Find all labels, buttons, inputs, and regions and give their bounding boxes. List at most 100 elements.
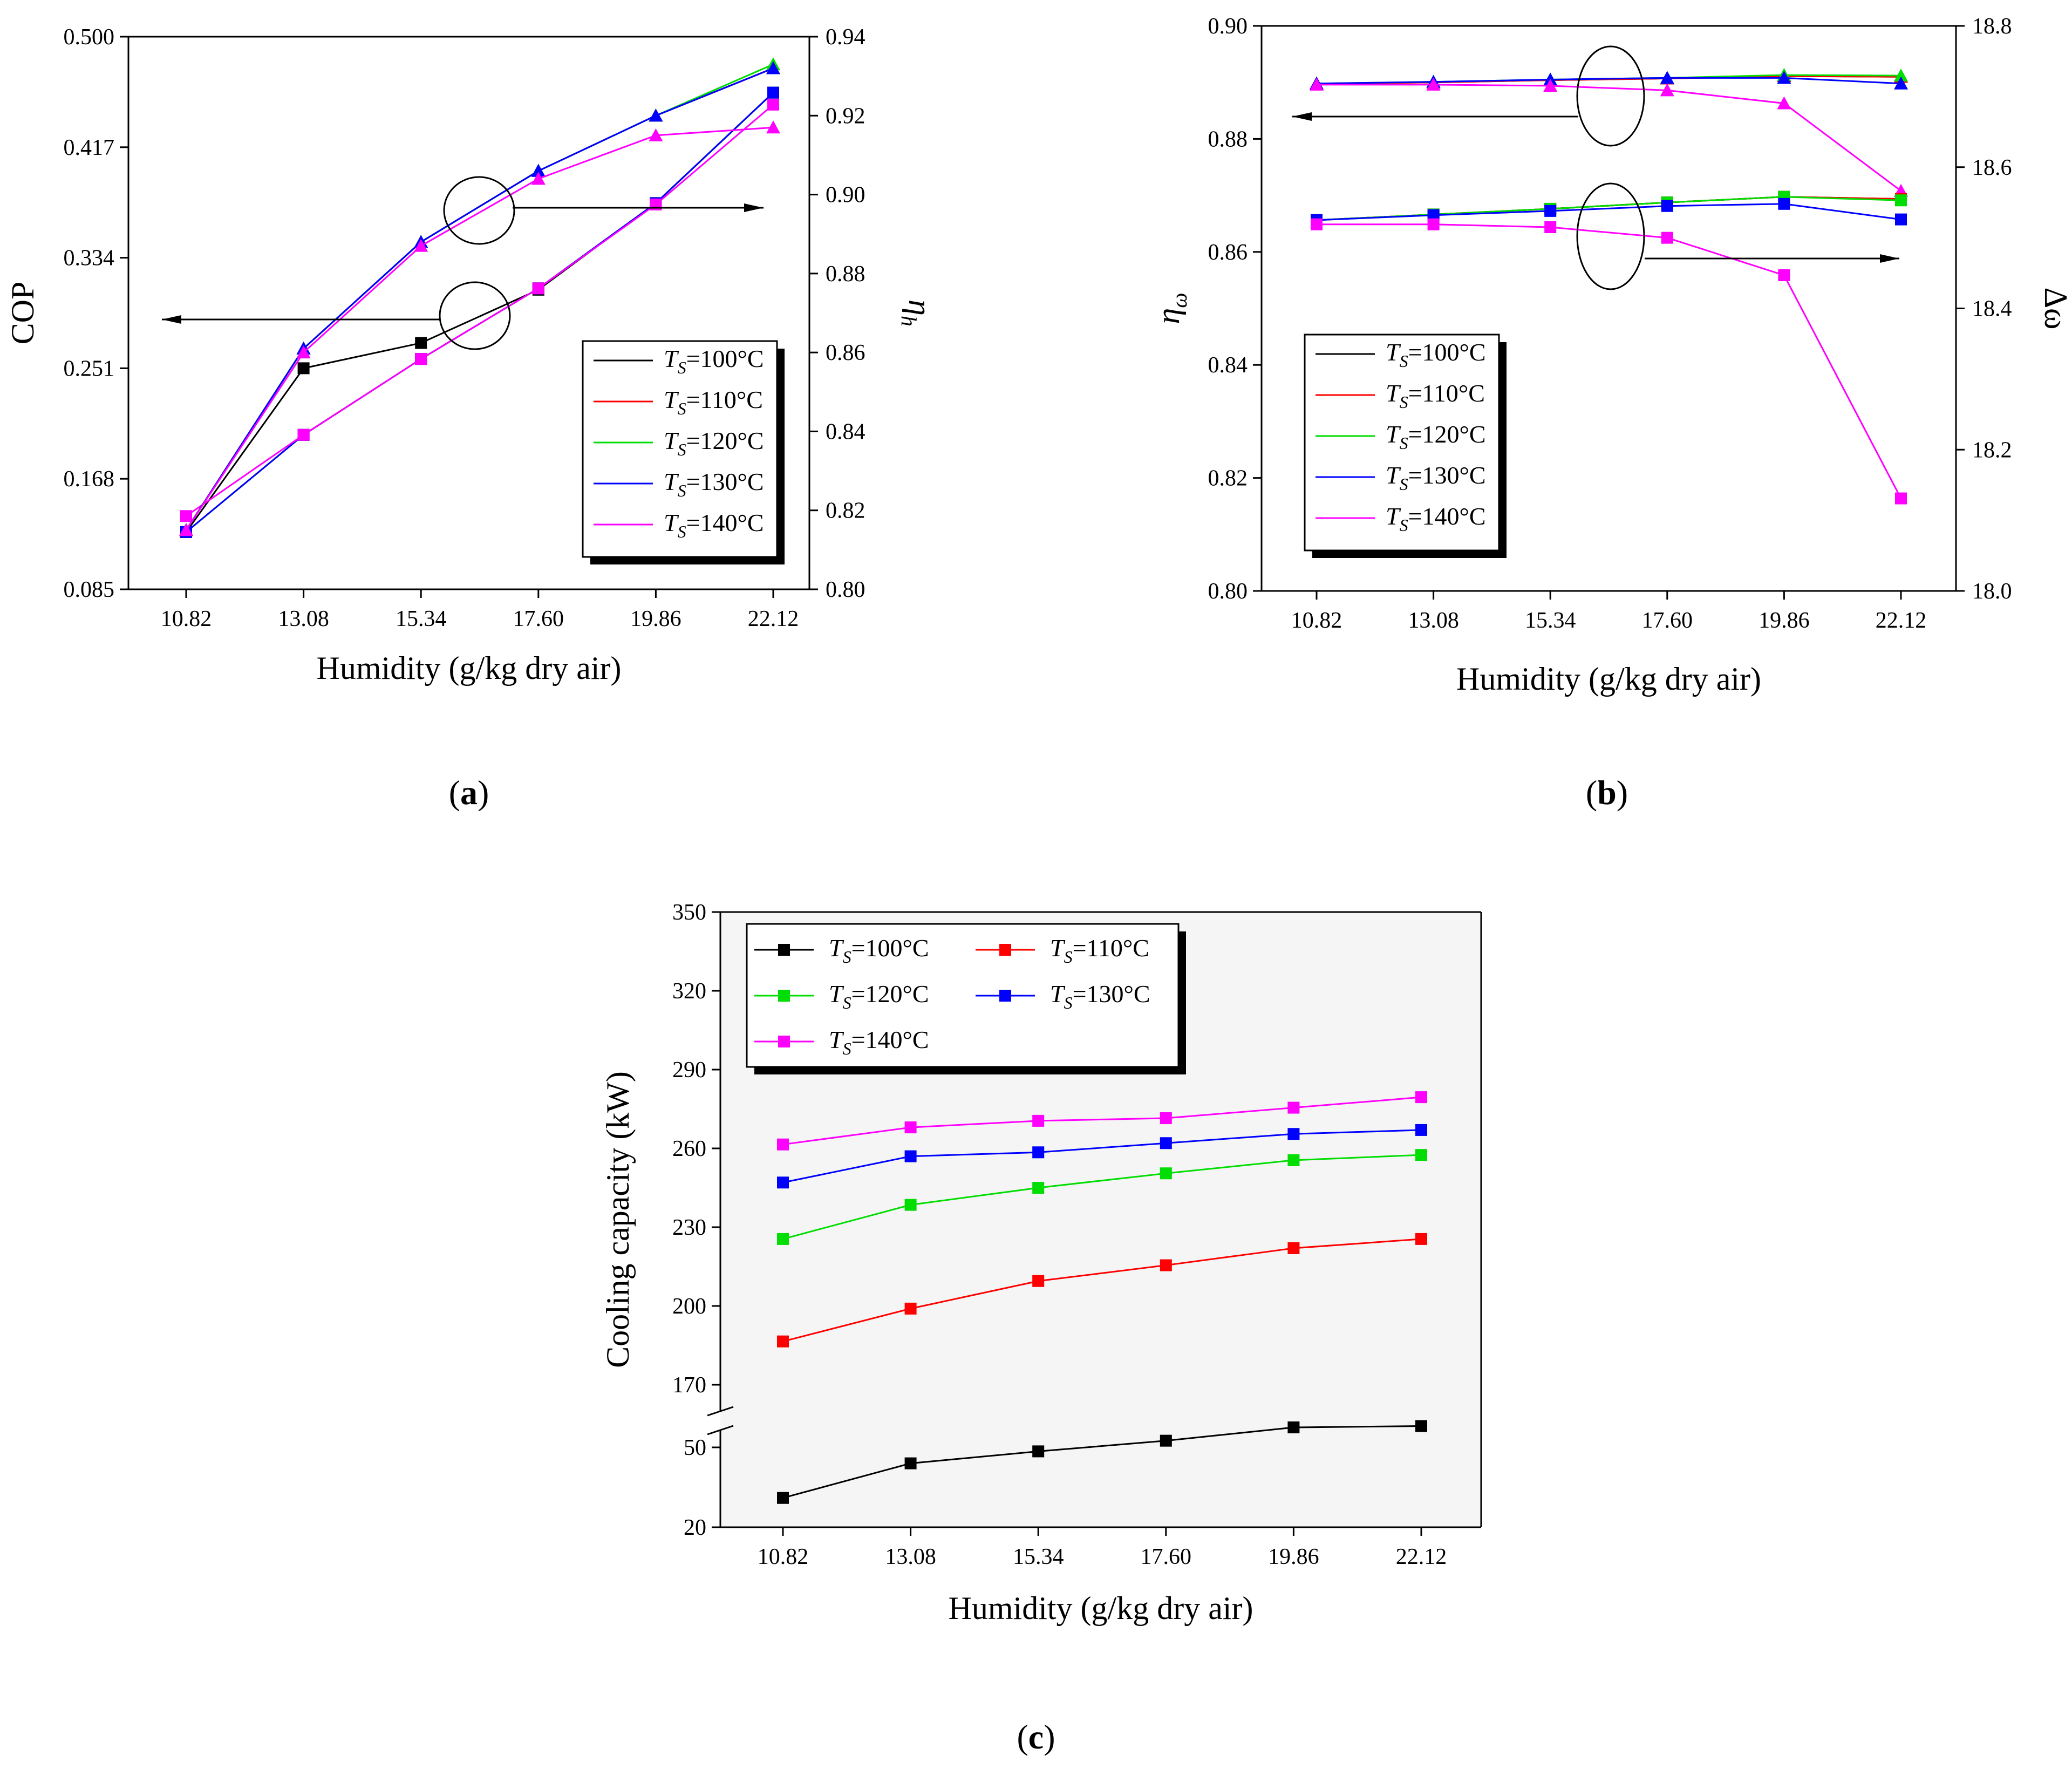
y2-axis-title: Δω [2038,287,2072,329]
legend-sub: S [843,993,851,1012]
data-point-square [1661,200,1673,212]
data-point-square [1287,1128,1300,1140]
legend-label: TS=100°C [829,934,929,967]
x-tick-label: 13.08 [1408,608,1459,633]
x-axis-title: Humidity (g/kg dry air) [949,1590,1253,1626]
data-point-square [904,1121,917,1134]
paren: ) [478,773,489,812]
data-point-square [1415,1091,1427,1104]
panel-c: 10.82 13.08 15.34 17.60 19.86 22.12 170 200 230 2… [600,900,1482,1756]
legend-t: T [1386,420,1401,448]
x-tick-label: 10.82 [758,1545,809,1569]
y-tick-label: 350 [672,900,706,925]
data-point-square [1427,218,1440,230]
legend-sub: S [678,481,686,500]
data-point-square [415,353,427,365]
y2-tick-label: 0.92 [826,104,865,128]
legend-label: TS=130°C [1386,461,1486,494]
data-point-triangle [766,61,780,74]
legend-t: T [829,1026,844,1053]
legend-sub: S [678,358,686,377]
panel-a: 10.82 13.08 15.34 17.60 19.86 22.12 0.085 0.168… [5,25,938,812]
series-path [1317,84,1901,192]
legend-rest: =100°C [686,345,764,372]
x-tick-label: 10.82 [1291,608,1342,633]
legend-item: TS=100°C [1316,338,1486,371]
symbol: η [902,300,938,316]
y-tick-label: 0.84 [1208,353,1248,378]
y-axis-title: ηω [1150,292,1191,324]
data-point-square [1415,1233,1427,1245]
legend-item: TS=100°C [594,345,764,377]
series-path [1316,203,1901,221]
series-line [777,1233,1427,1348]
legend-rest: =130°C [686,468,764,495]
x-tick-label: 22.12 [1396,1545,1447,1569]
y-tick-label: 0.085 [64,577,115,602]
paren: ( [1586,773,1597,812]
y-tick-label: 50 [684,1435,706,1460]
y2-axis-title: ηh [897,300,938,326]
y-tick-label: 0.168 [64,467,115,492]
series-line [1310,77,1908,197]
data-point-square [1160,1137,1172,1149]
legend-t: T [1386,379,1401,407]
annotation-ellipse [443,176,515,245]
legend-t: T [664,427,679,454]
x-tick-label: 17.60 [1141,1545,1192,1569]
y2-tick-label: 0.94 [826,25,865,50]
y-tick-label: 320 [672,979,706,1004]
x-tick-label: 19.86 [630,607,681,631]
legend-item: TS=130°C [594,468,764,500]
letter: c [1028,1718,1044,1756]
legend-rest: =100°C [1408,338,1486,366]
series-path [185,126,774,531]
series-line [179,120,780,536]
data-point-square [180,510,192,522]
data-point-square [1032,1146,1045,1159]
paren: ( [1017,1718,1028,1756]
data-point-square [532,282,544,295]
x-axis-title: Humidity (g/kg dry air) [317,650,622,686]
legend-sub: S [1400,433,1408,453]
data-point-square [904,1150,917,1162]
legend-label: TS=120°C [829,980,929,1012]
data-point-square [1287,1421,1300,1433]
subscript: h [897,316,921,326]
x-axis-title: Humidity (g/kg dry air) [1456,661,1761,697]
x-tick-label: 19.86 [1759,608,1810,633]
legend-t: T [664,509,679,536]
data-point-square [1311,218,1323,230]
data-point-triangle [296,345,311,359]
data-point-square [777,1492,789,1504]
legend-rest: =120°C [686,427,764,454]
legend-label: TS=110°C [1050,934,1149,967]
paren: ( [449,773,460,812]
data-point-triangle [531,172,546,185]
data-point-triangle [1310,77,1324,91]
subscript: ω [1167,292,1191,308]
data-point-square [1415,1420,1427,1432]
legend-rest: =110°C [686,386,763,413]
letter: a [460,773,478,812]
legend-item: TS=110°C [1316,379,1485,412]
y2-tick-label: 0.86 [826,341,865,365]
legend-item: TS=110°C [976,934,1149,967]
data-point-square [1160,1167,1172,1180]
legend-item: TS=130°C [976,980,1150,1012]
data-point-square [777,1176,789,1189]
panel-label: (b) [1586,773,1628,812]
annotation-arrow-left-head [1292,112,1312,121]
y2-tick-label: 0.80 [826,577,865,602]
legend-sub: S [678,522,686,541]
legend-label: TS=100°C [664,345,764,377]
legend-rest: =100°C [851,934,929,962]
legend-item: TS=120°C [594,427,764,459]
data-point-square [778,1036,790,1047]
legend-t: T [664,345,679,372]
x-tick-label: 22.12 [748,607,799,631]
data-point-triangle [1543,78,1558,92]
x-tick-label: 17.60 [513,607,564,631]
data-point-triangle [1777,96,1791,110]
